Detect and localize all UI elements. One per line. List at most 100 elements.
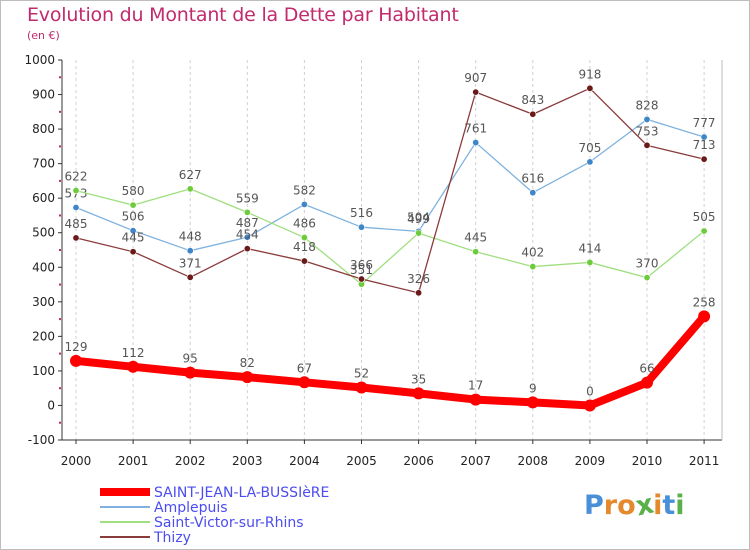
y-minor-tick — [59, 352, 61, 355]
data-point — [469, 393, 482, 406]
data-label: 112 — [122, 346, 145, 360]
x-tick-label: 2008 — [518, 454, 549, 468]
data-label: 753 — [636, 124, 659, 138]
y-tick-label: 400 — [32, 260, 55, 274]
data-point — [300, 257, 308, 265]
series-line — [75, 118, 705, 252]
data-label: 129 — [65, 340, 88, 354]
data-point — [529, 110, 537, 118]
data-point — [300, 234, 308, 242]
data-label: 582 — [293, 183, 316, 197]
y-minor-tick — [59, 318, 61, 321]
data-label: 67 — [297, 361, 312, 375]
data-label: 622 — [65, 170, 88, 184]
data-label: 918 — [578, 67, 601, 81]
data-point — [129, 227, 137, 235]
data-point — [700, 227, 708, 235]
logo-letter: t — [662, 490, 676, 521]
data-label: 258 — [693, 295, 716, 309]
x-tick-label: 2009 — [575, 454, 606, 468]
data-point — [72, 234, 80, 242]
data-point — [241, 371, 254, 384]
y-minor-tick — [59, 179, 61, 182]
data-point — [127, 360, 140, 373]
data-label: 505 — [693, 210, 716, 224]
chart-subtitle: (en €) — [27, 29, 60, 42]
data-label: 487 — [236, 216, 259, 230]
data-point — [357, 223, 365, 231]
data-label: 499 — [407, 212, 430, 226]
data-point — [586, 258, 594, 266]
data-label: 418 — [293, 240, 316, 254]
series-line — [75, 188, 705, 285]
data-label: 506 — [122, 210, 145, 224]
x-tick-label: 2000 — [61, 454, 92, 468]
y-tick-label: 200 — [32, 329, 55, 343]
y-tick-label: 0 — [47, 398, 55, 412]
data-label: 370 — [636, 257, 659, 271]
legend-entry: Saint-Victor-sur-Rhins — [154, 515, 304, 531]
data-point — [243, 245, 251, 253]
y-minor-tick — [59, 145, 61, 148]
data-point — [586, 158, 594, 166]
data-point — [586, 84, 594, 92]
y-tick-label: 700 — [32, 157, 55, 171]
y-minor-tick — [59, 283, 61, 286]
data-label: 52 — [354, 366, 369, 380]
proxiti-logo: Proxiti — [584, 489, 685, 523]
data-point — [357, 275, 365, 283]
data-label: 486 — [293, 217, 316, 231]
y-minor-tick — [59, 110, 61, 113]
data-point — [641, 376, 653, 389]
data-label: 828 — [636, 98, 659, 112]
data-point — [355, 381, 368, 394]
y-tick-label: 800 — [32, 122, 55, 136]
data-point — [529, 189, 537, 197]
data-point — [472, 139, 480, 147]
data-label: 371 — [179, 256, 202, 270]
data-label: 326 — [407, 272, 430, 286]
series-line — [72, 312, 709, 410]
y-tick-label: 1000 — [24, 53, 55, 67]
x-tick-label: 2010 — [632, 454, 663, 468]
data-label: 445 — [122, 231, 145, 245]
data-point — [298, 376, 311, 389]
data-label: 559 — [236, 191, 259, 205]
data-label: 907 — [464, 71, 487, 85]
y-minor-tick — [59, 387, 61, 390]
data-label: 95 — [183, 352, 198, 366]
data-point — [243, 233, 251, 241]
data-point — [129, 201, 137, 209]
data-label: 777 — [693, 116, 716, 130]
x-tick-label: 2002 — [175, 454, 206, 468]
logo-letter: o — [617, 490, 636, 521]
data-label: 580 — [122, 184, 145, 198]
data-label: 0 — [586, 384, 594, 398]
y-tick-label: 900 — [32, 88, 55, 102]
data-label: 454 — [236, 228, 259, 242]
data-label: 66 — [639, 362, 654, 376]
data-label: 761 — [464, 122, 487, 136]
x-tick-label: 2003 — [232, 454, 263, 468]
data-label: 35 — [411, 372, 426, 386]
data-point — [415, 289, 423, 297]
data-point — [472, 248, 480, 256]
data-point — [700, 133, 708, 141]
data-point — [300, 200, 308, 208]
data-point — [186, 273, 194, 281]
data-label: 9 — [529, 381, 537, 395]
data-point — [529, 263, 537, 271]
data-point — [643, 115, 651, 123]
y-tick-label: 600 — [32, 191, 55, 205]
data-point — [472, 88, 480, 96]
data-point — [643, 141, 651, 149]
data-point — [72, 187, 80, 195]
x-tick-label: 2004 — [289, 454, 320, 468]
chart-title: Evolution du Montant de la Dette par Hab… — [27, 4, 459, 26]
data-label: 616 — [521, 172, 544, 186]
data-point — [186, 185, 194, 193]
data-label: 516 — [350, 206, 373, 220]
y-tick-label: 100 — [32, 364, 55, 378]
logo-letter: P — [584, 490, 604, 521]
